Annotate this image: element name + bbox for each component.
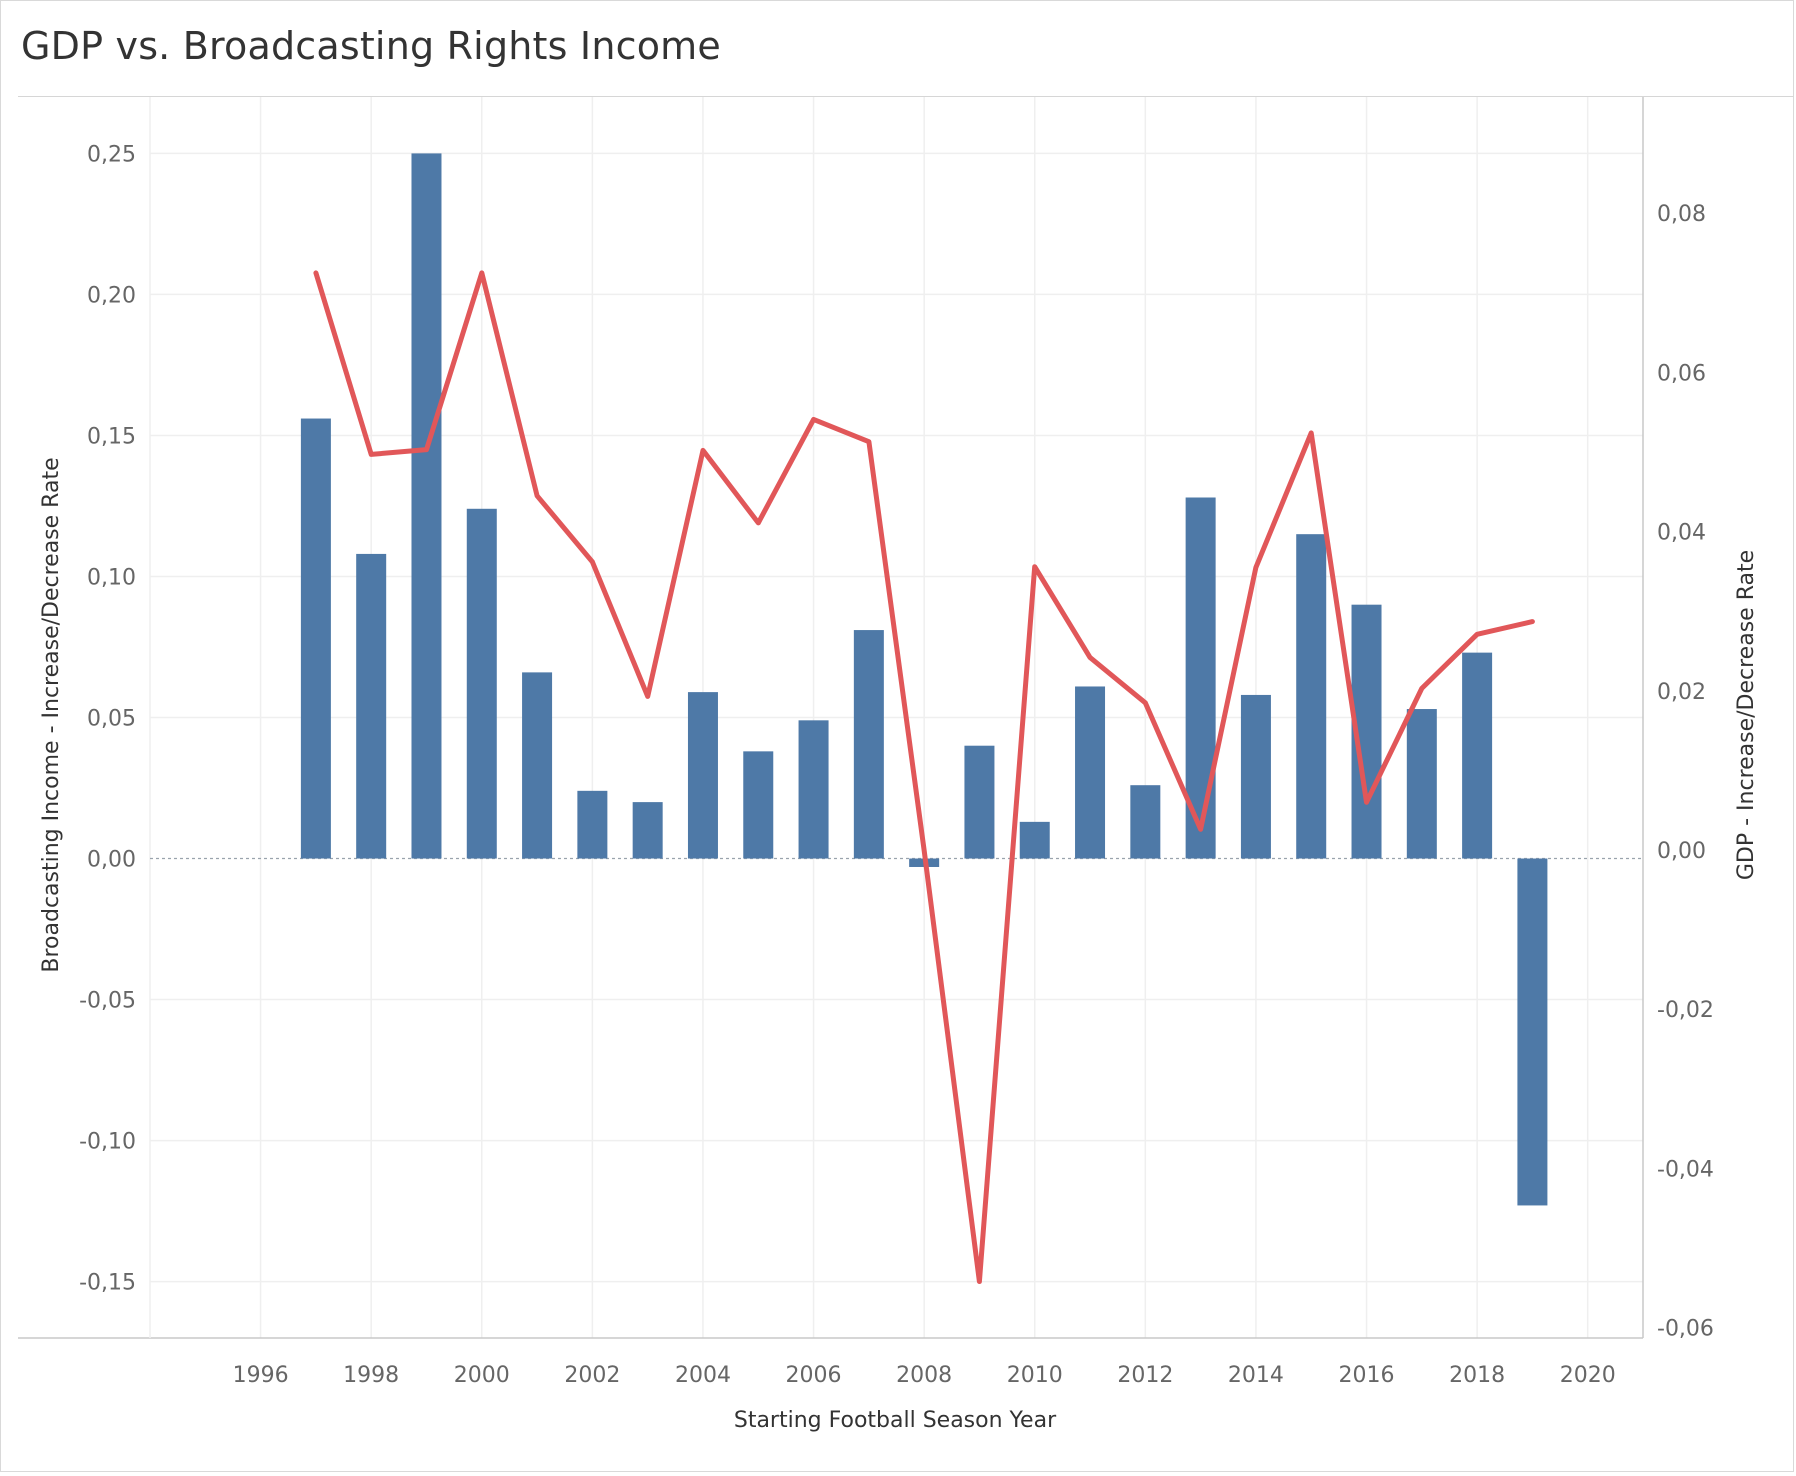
y2-tick-label: 0,04: [1657, 521, 1706, 546]
x-axis-title: Starting Football Season Year: [734, 1408, 1057, 1433]
bar: [1517, 858, 1548, 1206]
y-tick-label: -0,10: [79, 1130, 136, 1155]
bar: [1019, 821, 1050, 859]
bar: [356, 553, 387, 859]
x-tick-label: 2016: [1339, 1363, 1395, 1388]
x-tick-label: 2002: [564, 1363, 620, 1388]
bar: [1462, 652, 1493, 859]
bar-series: [300, 153, 1548, 1206]
title-divider: [18, 96, 1794, 97]
y2-tick-label: 0,00: [1657, 839, 1706, 864]
y-tick-label: 0,20: [87, 283, 136, 308]
x-tick-label: 2010: [1007, 1363, 1063, 1388]
y-tick-label: -0,05: [79, 989, 136, 1014]
y-tick-label: 0,25: [87, 142, 136, 167]
gdp-line: [313, 270, 1535, 1284]
bar: [1296, 534, 1327, 859]
bar: [964, 745, 995, 859]
bar: [1075, 686, 1106, 859]
tick-labels: 1996 1998 2000 2002 2004 2006 2008 2010 2012 2014…: [79, 142, 1714, 1388]
y2-tick-label: -0,04: [1657, 1157, 1714, 1182]
y-tick-label: 0,10: [87, 565, 136, 590]
y2-tick-label: 0,06: [1657, 361, 1706, 386]
y-tick-label: 0,15: [87, 424, 136, 449]
bar: [1240, 694, 1271, 859]
y-axis-title: Broadcasting Income - Increase/Decrease …: [39, 457, 64, 972]
bar: [743, 751, 774, 859]
bar: [798, 720, 829, 859]
x-tick-label: 2004: [675, 1363, 731, 1388]
bar: [632, 802, 663, 859]
x-tick-label: 2020: [1560, 1363, 1616, 1388]
y-tick-label: 0,05: [87, 707, 136, 732]
bar: [300, 418, 331, 859]
bar: [853, 630, 884, 859]
axes: [18, 97, 1644, 1339]
bar: [577, 790, 608, 859]
x-tick-label: 2006: [786, 1363, 842, 1388]
x-tick-label: 2012: [1117, 1363, 1173, 1388]
line-series: [313, 270, 1535, 1284]
y2-tick-label: -0,02: [1657, 998, 1714, 1023]
bar: [522, 672, 553, 859]
x-tick-label: 1998: [343, 1363, 399, 1388]
y2-tick-label: 0,02: [1657, 680, 1706, 705]
x-tick-label: 2000: [454, 1363, 510, 1388]
x-tick-label: 1996: [233, 1363, 289, 1388]
y2-axis-title: GDP - Increase/Decrease Rate: [1734, 550, 1759, 880]
chart-title: GDP vs. Broadcasting Rights Income: [21, 24, 721, 68]
bar: [1185, 497, 1216, 859]
y-tick-label: 0,00: [87, 848, 136, 873]
bar: [466, 508, 497, 859]
y2-tick-label: -0,06: [1657, 1317, 1714, 1342]
y2-tick-label: 0,08: [1657, 202, 1706, 227]
bar: [687, 692, 718, 859]
bar: [411, 153, 442, 859]
y-tick-label: -0,15: [79, 1271, 136, 1296]
bar: [1406, 709, 1437, 859]
x-tick-label: 2014: [1228, 1363, 1284, 1388]
x-tick-label: 2018: [1449, 1363, 1505, 1388]
x-tick-label: 2008: [896, 1363, 952, 1388]
bar: [1130, 785, 1161, 859]
